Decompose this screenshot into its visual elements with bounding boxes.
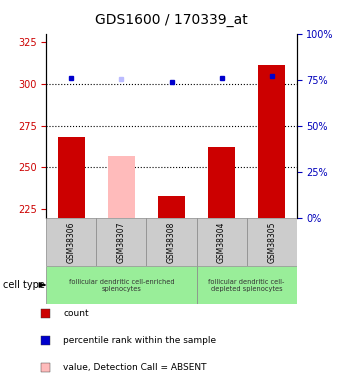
Bar — [146, 217, 197, 266]
Text: follicular dendritic cell-
depleted splenocytes: follicular dendritic cell- depleted sple… — [209, 279, 285, 291]
Bar — [197, 266, 297, 304]
Text: value, Detection Call = ABSENT: value, Detection Call = ABSENT — [63, 363, 207, 372]
Text: follicular dendritic cell-enriched
splenocytes: follicular dendritic cell-enriched splen… — [69, 279, 174, 291]
Text: GSM38308: GSM38308 — [167, 221, 176, 262]
Bar — [197, 217, 247, 266]
Bar — [208, 147, 235, 218]
Bar — [41, 363, 50, 372]
Text: cell type: cell type — [3, 280, 45, 290]
Text: count: count — [63, 309, 89, 318]
Text: GDS1600 / 170339_at: GDS1600 / 170339_at — [95, 13, 248, 27]
Bar — [46, 217, 96, 266]
Bar — [247, 217, 297, 266]
Bar — [108, 156, 135, 218]
Text: GSM38307: GSM38307 — [117, 221, 126, 262]
Text: GSM38305: GSM38305 — [267, 221, 276, 262]
Bar — [158, 196, 185, 217]
Text: GSM38306: GSM38306 — [67, 221, 76, 262]
Bar — [41, 336, 50, 345]
Text: percentile rank within the sample: percentile rank within the sample — [63, 336, 216, 345]
Bar — [258, 66, 285, 218]
Bar — [46, 266, 197, 304]
Bar — [58, 137, 85, 218]
Bar — [41, 309, 50, 318]
Text: GSM38304: GSM38304 — [217, 221, 226, 262]
Bar — [96, 217, 146, 266]
